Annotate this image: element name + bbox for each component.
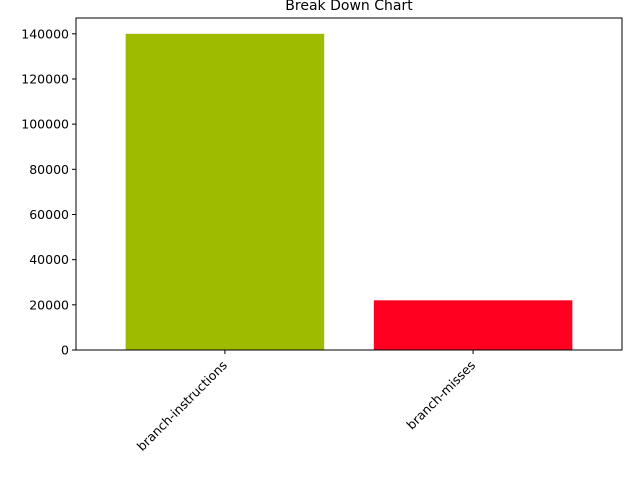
y-tick-label: 60000 <box>29 207 69 222</box>
y-tick-label: 80000 <box>29 162 69 177</box>
chart-title: Break Down Chart <box>285 0 413 14</box>
bar-branch-misses <box>373 300 573 350</box>
y-tick-label: 20000 <box>29 297 69 312</box>
plot-area <box>125 33 573 351</box>
y-tick-label: 40000 <box>29 252 69 267</box>
x-tick-label: branch-instructions <box>134 358 230 454</box>
y-tick-label: 140000 <box>21 26 69 41</box>
plot-frame <box>75 17 623 351</box>
y-tick-label: 100000 <box>21 117 69 132</box>
y-tick-label: 0 <box>61 343 69 358</box>
bar-branch-instructions <box>125 33 325 351</box>
y-tick-label: 120000 <box>21 71 69 86</box>
y-axis: 0 20000 40000 60000 80000 100000 120000 140000 <box>21 26 76 358</box>
x-axis: branch-instructions branch-misses <box>134 350 478 454</box>
x-tick-label: branch-misses <box>403 358 478 433</box>
